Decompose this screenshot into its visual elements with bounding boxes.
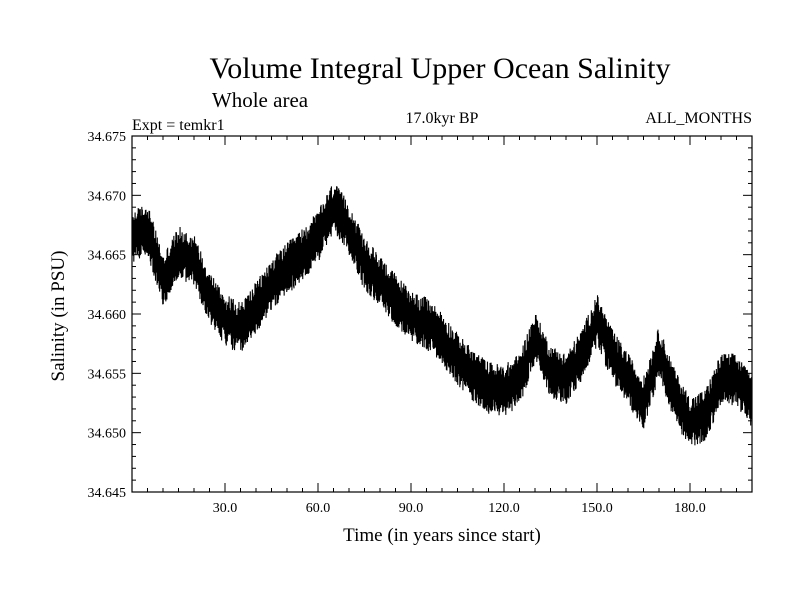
series-line-salinity	[132, 186, 752, 446]
months-label: ALL_MONTHS	[645, 110, 752, 127]
x-tick-label: 30.0	[213, 501, 238, 516]
y-tick-label: 34.650	[88, 427, 127, 442]
experiment-label: Expt = temkr1	[132, 117, 225, 134]
x-tick-label: 180.0	[674, 501, 706, 516]
y-tick-label: 34.665	[88, 249, 127, 264]
x-axis-label: Time (in years since start)	[343, 525, 541, 546]
y-tick-label: 34.660	[88, 308, 127, 323]
y-tick-label: 34.675	[88, 130, 127, 145]
x-tick-label: 120.0	[488, 501, 520, 516]
x-tick-label: 150.0	[581, 501, 613, 516]
chart-subtitle: Whole area	[212, 88, 309, 112]
plot-area: 30.0 60.0 90.0 120.0 150.0 180.0 34.645 34.650 3…	[88, 130, 753, 516]
y-axis-label: Salinity (in PSU)	[48, 251, 69, 382]
y-tick-label: 34.655	[88, 367, 127, 382]
chart-title: Volume Integral Upper Ocean Salinity	[210, 52, 671, 85]
period-label: 17.0kyr BP	[406, 110, 479, 127]
y-tick-label: 34.670	[88, 189, 127, 204]
x-tick-label: 60.0	[306, 501, 331, 516]
y-tick-label: 34.645	[88, 486, 127, 501]
x-tick-label: 90.0	[399, 501, 424, 516]
